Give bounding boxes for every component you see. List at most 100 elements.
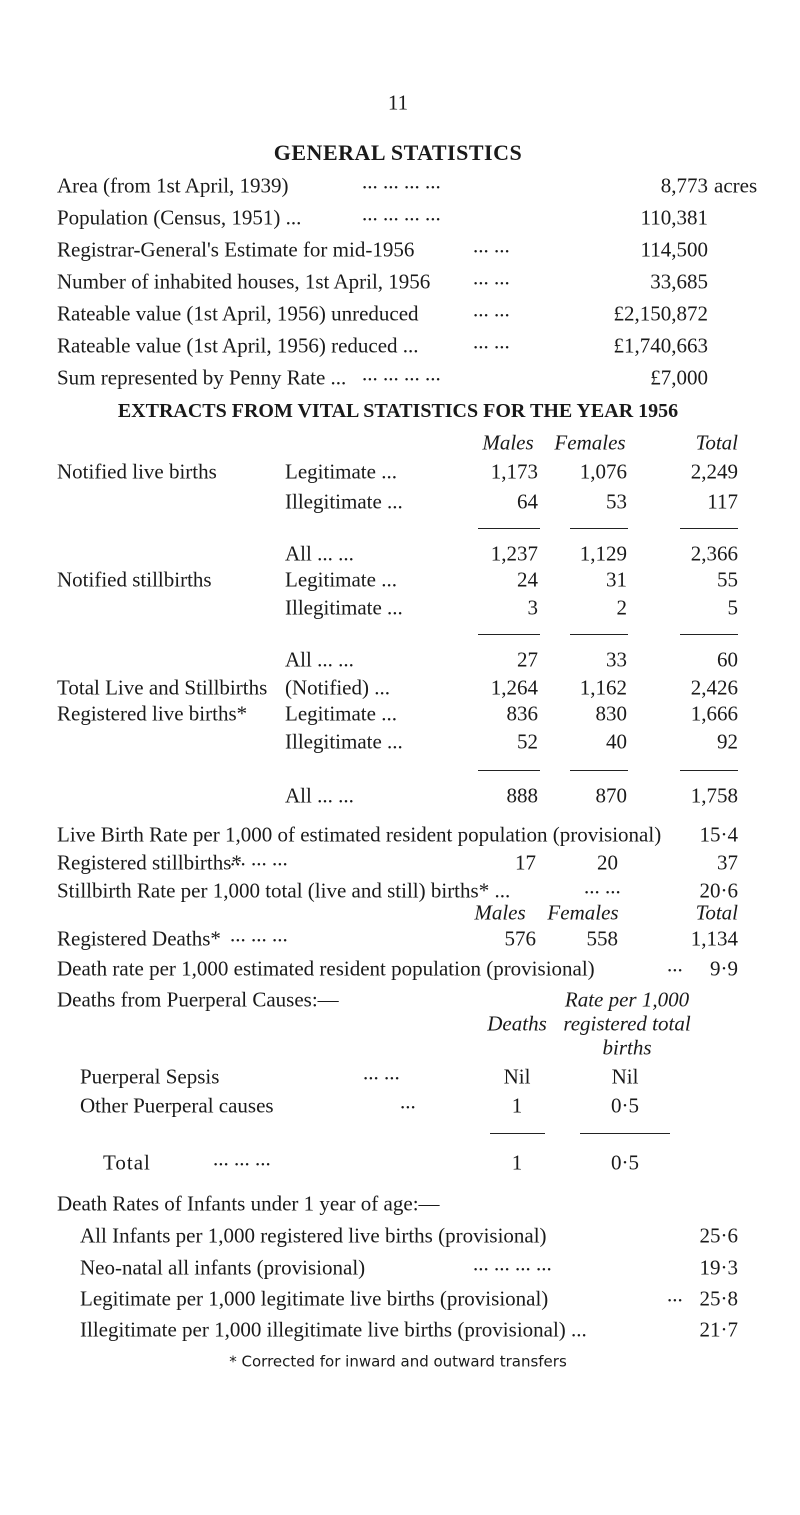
row-label: Area (from 1st April, 1939) (57, 173, 289, 198)
row-label: Illegitimate ... (285, 595, 403, 620)
leader: ... ... (473, 233, 510, 258)
cell-value: 55 (717, 567, 738, 592)
cell-value: 0·5 (611, 1093, 639, 1118)
row-label: All ... ... (285, 783, 354, 808)
row-label: Live Birth Rate per 1,000 of estimated r… (57, 822, 662, 847)
leader: ... (667, 952, 683, 977)
row-label: Legitimate ... (285, 701, 397, 726)
rule (570, 634, 628, 635)
row-label: Population (Census, 1951) ... (57, 205, 302, 230)
leader: ... ... ... (230, 922, 288, 947)
leader: ... ... (473, 265, 510, 290)
column-header: Males (482, 430, 534, 455)
cell-value: 40 (606, 729, 627, 754)
rule (570, 770, 628, 771)
cell-value: 1,758 (690, 783, 738, 808)
row-value: 114,500 (640, 237, 708, 262)
cell-value: 888 (506, 783, 539, 808)
cell-value: 558 (586, 926, 619, 951)
cell-value: 117 (707, 489, 738, 514)
cell-value: 17 (515, 850, 536, 875)
cell-value: 0·5 (611, 1150, 639, 1175)
column-header: Total (695, 900, 738, 925)
rule (680, 634, 738, 635)
row-value: £7,000 (650, 365, 708, 390)
cell-value: 27 (517, 647, 538, 672)
row-value: 21·7 (699, 1317, 739, 1342)
row-label: Illegitimate ... (285, 489, 403, 514)
row-label: Number of inhabited houses, 1st April, 1… (57, 269, 431, 294)
row-unit: acres (714, 173, 758, 198)
cell-value: 1,134 (690, 926, 738, 951)
cell-value: 1,162 (579, 675, 627, 700)
row-label: Registrar-General's Estimate for mid-195… (57, 237, 415, 262)
rule (580, 1133, 670, 1134)
row-label: Rateable value (1st April, 1956) reduced… (57, 333, 419, 358)
column-header: Males (474, 900, 526, 925)
cell-value: 1,076 (579, 459, 627, 484)
leader: ... ... ... ... (362, 361, 441, 386)
row-label: All ... ... (285, 647, 354, 672)
rule (478, 634, 540, 635)
row-value: 9·9 (710, 956, 738, 981)
row-label: Stillbirth Rate per 1,000 total (live an… (57, 878, 511, 903)
row-label: (Notified) ... (285, 675, 390, 700)
group-label: Total Live and Stillbirths (57, 675, 268, 700)
cell-value: 33 (606, 647, 627, 672)
cell-value: 2,249 (690, 459, 738, 484)
cell-value: 870 (595, 783, 628, 808)
cell-value: 5 (727, 595, 739, 620)
row-value: 110,381 (640, 205, 708, 230)
leader: ... ... (584, 874, 621, 899)
leader: ... ... (473, 329, 510, 354)
cell-value: 92 (717, 729, 738, 754)
cell-value: 1,264 (490, 675, 538, 700)
section-title: EXTRACTS FROM VITAL STATISTICS FOR THE Y… (117, 400, 679, 422)
footnote: * Corrected for inward and outward trans… (229, 1352, 567, 1371)
row-label: Total (103, 1150, 151, 1175)
cell-value: 1,129 (579, 541, 627, 566)
row-label: All Infants per 1,000 registered live bi… (80, 1223, 547, 1248)
leader: ... ... (473, 297, 510, 322)
row-value: £2,150,872 (613, 301, 709, 326)
column-header: Females (547, 900, 619, 925)
leader: ... (667, 1282, 683, 1307)
cell-value: Nil (611, 1064, 639, 1089)
row-label: Legitimate ... (285, 459, 397, 484)
cell-value: 53 (606, 489, 627, 514)
row-label: All ... ... (285, 541, 354, 566)
section-label: Death Rates of Infants under 1 year of a… (57, 1191, 440, 1216)
cell-value: 52 (517, 729, 538, 754)
leader: ... ... ... (213, 1146, 271, 1171)
row-value: 20·6 (699, 878, 739, 903)
row-label: Sum represented by Penny Rate ... (57, 365, 347, 390)
cell-value: 3 (527, 595, 539, 620)
row-value: 15·4 (699, 822, 739, 847)
cell-value: 1,237 (490, 541, 538, 566)
row-value: 25·6 (699, 1223, 739, 1248)
leader: ... ... ... ... (473, 1251, 552, 1276)
cell-value: 836 (506, 701, 539, 726)
row-label: Rateable value (1st April, 1956) unreduc… (57, 301, 419, 326)
leader: ... ... ... ... (362, 201, 441, 226)
cell-value: 1 (511, 1150, 523, 1175)
section-title: GENERAL STATISTICS (273, 140, 523, 165)
column-header: births (602, 1035, 652, 1060)
section-label: Deaths from Puerperal Causes:— (57, 987, 339, 1012)
rule (680, 770, 738, 771)
cell-value: 2 (616, 595, 628, 620)
cell-value: 2,426 (690, 675, 738, 700)
column-header: Total (695, 430, 738, 455)
cell-value: 31 (606, 567, 627, 592)
row-label: Registered stillbirths* (57, 850, 242, 875)
cell-value: 1 (511, 1093, 523, 1118)
cell-value: 1,666 (690, 701, 738, 726)
column-header: Rate per 1,000 (564, 987, 690, 1012)
row-value: 19·3 (699, 1255, 739, 1280)
cell-value: 20 (597, 850, 618, 875)
leader: ... (400, 1089, 416, 1114)
rule (478, 528, 540, 529)
row-label: Illegitimate per 1,000 illegitimate live… (80, 1317, 587, 1342)
column-header: Deaths (487, 1011, 547, 1036)
